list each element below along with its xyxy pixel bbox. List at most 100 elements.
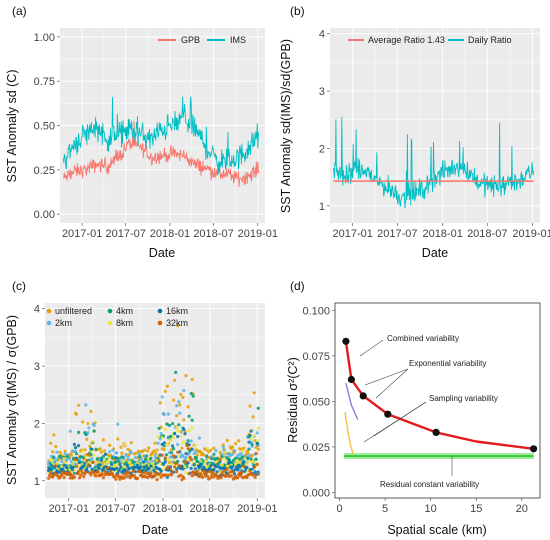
point-unfiltered [201, 453, 206, 457]
x-tick-label: 2019-01 [237, 503, 277, 515]
point-2km [126, 455, 130, 460]
point-4km [191, 394, 195, 398]
panel-d-label: (d) [290, 279, 305, 293]
point-unfiltered [88, 444, 92, 448]
point-32km [137, 469, 142, 473]
point-2km [63, 452, 67, 456]
point-8km [87, 460, 91, 464]
point-16km [212, 468, 216, 472]
panel-c-legend: unfiltered 2km 4km 8km 16km 32km [46, 306, 188, 328]
panel-a-grid [60, 28, 265, 223]
point-2km [67, 457, 71, 461]
point-8km [102, 458, 106, 462]
point-2km [87, 426, 91, 430]
point-4km [89, 453, 93, 457]
annotation-exponential-pointer-1 [364, 368, 409, 386]
point-16km [199, 462, 204, 466]
point-16km [149, 464, 153, 468]
point-32km [255, 462, 259, 466]
point-32km [91, 460, 95, 464]
point-16km [157, 467, 161, 471]
point-unfiltered [182, 418, 186, 422]
legend-ims-label: IMS [230, 35, 246, 45]
point-unfiltered [248, 404, 252, 408]
point-8km [169, 462, 174, 466]
data-point [384, 410, 392, 418]
point-4km [111, 456, 115, 460]
point-16km [248, 433, 252, 438]
annotation-exponential-pointer-2 [375, 368, 409, 399]
point-8km [108, 456, 112, 460]
point-2km [159, 432, 163, 436]
point-16km [193, 467, 197, 471]
point-32km [67, 471, 71, 475]
legend-unfiltered-label: unfiltered [55, 306, 92, 316]
point-2km [116, 422, 120, 426]
point-8km [175, 426, 179, 430]
point-16km [189, 466, 193, 470]
point-unfiltered [152, 449, 156, 453]
point-32km [86, 452, 90, 457]
point-32km [219, 476, 223, 480]
point-16km [123, 468, 127, 472]
x-tick-label: 2018-07 [193, 228, 233, 240]
point-unfiltered [165, 384, 169, 388]
point-32km [253, 475, 257, 479]
point-8km [173, 458, 177, 462]
y-tick-label: 4 [34, 304, 40, 316]
point-4km [189, 392, 193, 396]
point-32km [218, 458, 222, 462]
point-32km [209, 476, 213, 480]
point-4km [101, 454, 105, 459]
point-2km [189, 439, 193, 443]
y-tick-label: 4 [319, 29, 325, 41]
panel-d-series [342, 337, 538, 460]
point-32km [62, 475, 66, 480]
y-tick-label: 3 [34, 361, 40, 373]
point-16km [138, 465, 143, 469]
point-16km [49, 467, 53, 471]
panel-c-series [47, 324, 260, 482]
point-32km [114, 477, 118, 481]
point-4km [169, 451, 174, 455]
point-32km [75, 472, 80, 476]
point-32km [210, 473, 214, 477]
point-32km [96, 470, 100, 474]
point-32km [82, 475, 86, 479]
panel-b-legend: Average Ratio 1.43 Daily Ratio [348, 35, 512, 45]
point-32km [153, 474, 157, 478]
panel-a-ylabel: SST Anomaly sd (C) [5, 69, 19, 182]
point-unfiltered [209, 448, 213, 452]
point-4km [58, 454, 62, 459]
panel-b-series [333, 116, 535, 209]
annotation-exponential-variability: Exponential variability [409, 359, 486, 368]
point-16km [250, 467, 254, 471]
x-tick-label: 20 [516, 503, 528, 515]
point-32km [73, 457, 78, 462]
point-unfiltered [212, 446, 216, 450]
point-32km [174, 461, 178, 466]
point-8km [121, 459, 125, 463]
point-unfiltered [153, 441, 157, 445]
point-8km [223, 450, 227, 454]
point-32km [149, 471, 153, 475]
point-4km [144, 457, 148, 461]
panel-d-ticks: 0 5 10 15 20 0.000 0.025 0.050 0.075 0.100 [302, 305, 527, 515]
x-tick-label: 10 [425, 503, 437, 515]
panel-b-plot-background [330, 28, 540, 223]
panel-b-xlabel: Date [422, 246, 448, 260]
point-4km [84, 432, 88, 436]
point-unfiltered [154, 452, 158, 456]
point-32km [187, 472, 191, 476]
point-8km [237, 460, 241, 465]
point-32km [242, 464, 246, 468]
point-32km [186, 447, 190, 451]
x-tick-label: 2018-07 [190, 503, 230, 515]
point-32km [131, 469, 135, 473]
legend-average-ratio-label: Average Ratio 1.43 [368, 35, 445, 45]
point-16km [115, 466, 119, 470]
point-unfiltered [225, 438, 229, 443]
point-unfiltered [195, 453, 199, 457]
point-2km [176, 442, 180, 447]
point-16km [192, 463, 196, 467]
